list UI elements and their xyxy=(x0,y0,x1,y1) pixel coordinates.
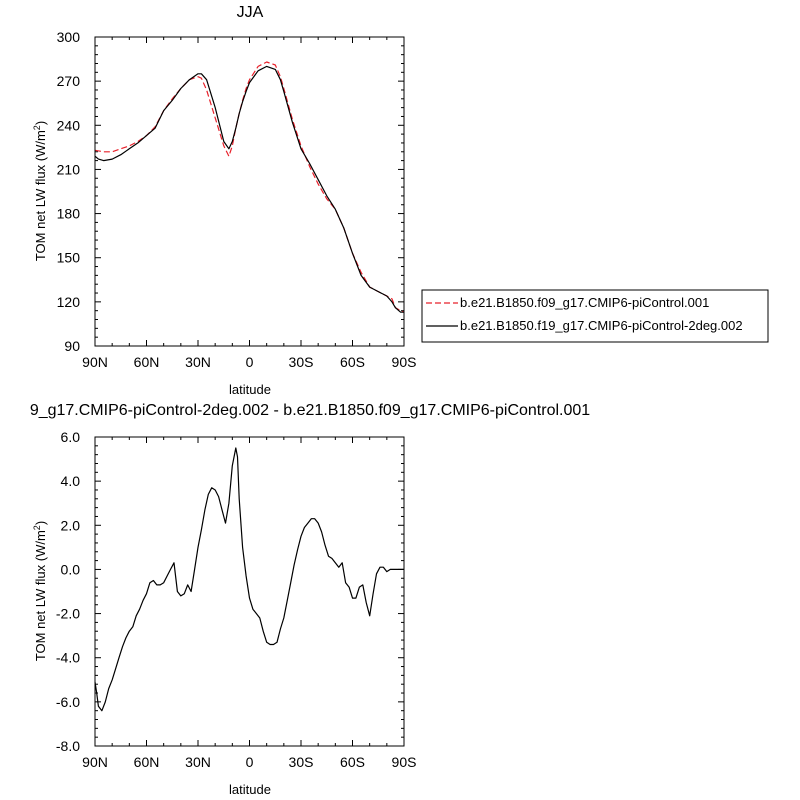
x-tick-label: 90S xyxy=(392,354,417,370)
y-tick-label: 2.0 xyxy=(61,517,81,533)
x-tick-label: 90S xyxy=(392,754,417,770)
x-tick-label: 30N xyxy=(185,354,211,370)
x-tick-label: 60S xyxy=(340,354,365,370)
y-tick-label: 120 xyxy=(57,294,81,310)
tick-labels: 90N 60N 30N 0 30S 60S 90S 90 120 150 180 210 240 270 3… xyxy=(57,29,417,370)
y-tick-label: -4.0 xyxy=(56,650,80,666)
y-tick-label: -6.0 xyxy=(56,694,80,710)
x-tick-label: 90N xyxy=(82,354,108,370)
y-tick-label: 6.0 xyxy=(61,429,81,445)
plot-frame xyxy=(94,36,405,347)
series-lines xyxy=(94,447,404,712)
x-tick-label: 30S xyxy=(289,354,314,370)
x-tick-label: 60N xyxy=(134,354,160,370)
chart-panel-top: JJA 90N 60N 30N 0 30S 60S 90S 90 120 150 180 210 240… xyxy=(32,4,769,397)
y-axis-label: TOM net LW flux (W/m2) xyxy=(32,521,48,661)
y-tick-label: 4.0 xyxy=(61,473,81,489)
y-tick-label: -8.0 xyxy=(56,738,80,754)
y-tick-label: 240 xyxy=(57,117,81,133)
y-tick-label: 150 xyxy=(57,250,81,266)
x-tick-label: 60S xyxy=(340,754,365,770)
legend: b.e21.B1850.f09_g17.CMIP6-piControl.001 … xyxy=(421,289,769,343)
x-tick-label: 90N xyxy=(82,754,108,770)
y-tick-label: 180 xyxy=(57,206,81,222)
series-line-solid xyxy=(94,447,404,712)
y-tick-label: 270 xyxy=(57,73,81,89)
x-tick-label: 0 xyxy=(246,754,254,770)
x-axis-label: latitude xyxy=(229,782,271,797)
series-line-dashed xyxy=(94,61,405,313)
series-line-solid xyxy=(94,65,404,313)
y-tick-label: -2.0 xyxy=(56,606,80,622)
chart-title: 9_g17.CMIP6-piControl-2deg.002 - b.e21.B… xyxy=(30,402,590,419)
chart-title: JJA xyxy=(237,4,264,21)
tick-marks xyxy=(94,436,405,747)
y-tick-label: 90 xyxy=(64,338,80,354)
legend-entry-1: b.e21.B1850.f09_g17.CMIP6-piControl.001 xyxy=(460,295,709,310)
y-axis-label: TOM net LW flux (W/m2) xyxy=(32,121,48,261)
legend-entry-2: b.e21.B1850.f19_g17.CMIP6-piControl-2deg… xyxy=(460,318,743,333)
y-tick-label: 210 xyxy=(57,161,81,177)
y-tick-label: 0.0 xyxy=(61,561,81,577)
x-tick-label: 30S xyxy=(289,754,314,770)
plot-frame xyxy=(94,436,405,747)
tick-labels: 90N 60N 30N 0 30S 60S 90S -8.0 -6.0 -4.0 -2.0 0.0 2.… xyxy=(56,429,417,770)
x-tick-label: 30N xyxy=(185,754,211,770)
chart-panel-bottom: 9_g17.CMIP6-piControl-2deg.002 - b.e21.B… xyxy=(30,402,590,797)
x-axis-label: latitude xyxy=(229,382,271,397)
x-tick-label: 60N xyxy=(134,754,160,770)
y-tick-label: 300 xyxy=(57,29,81,45)
legend-box xyxy=(421,289,769,343)
series-lines xyxy=(94,61,405,313)
x-tick-label: 0 xyxy=(246,354,254,370)
